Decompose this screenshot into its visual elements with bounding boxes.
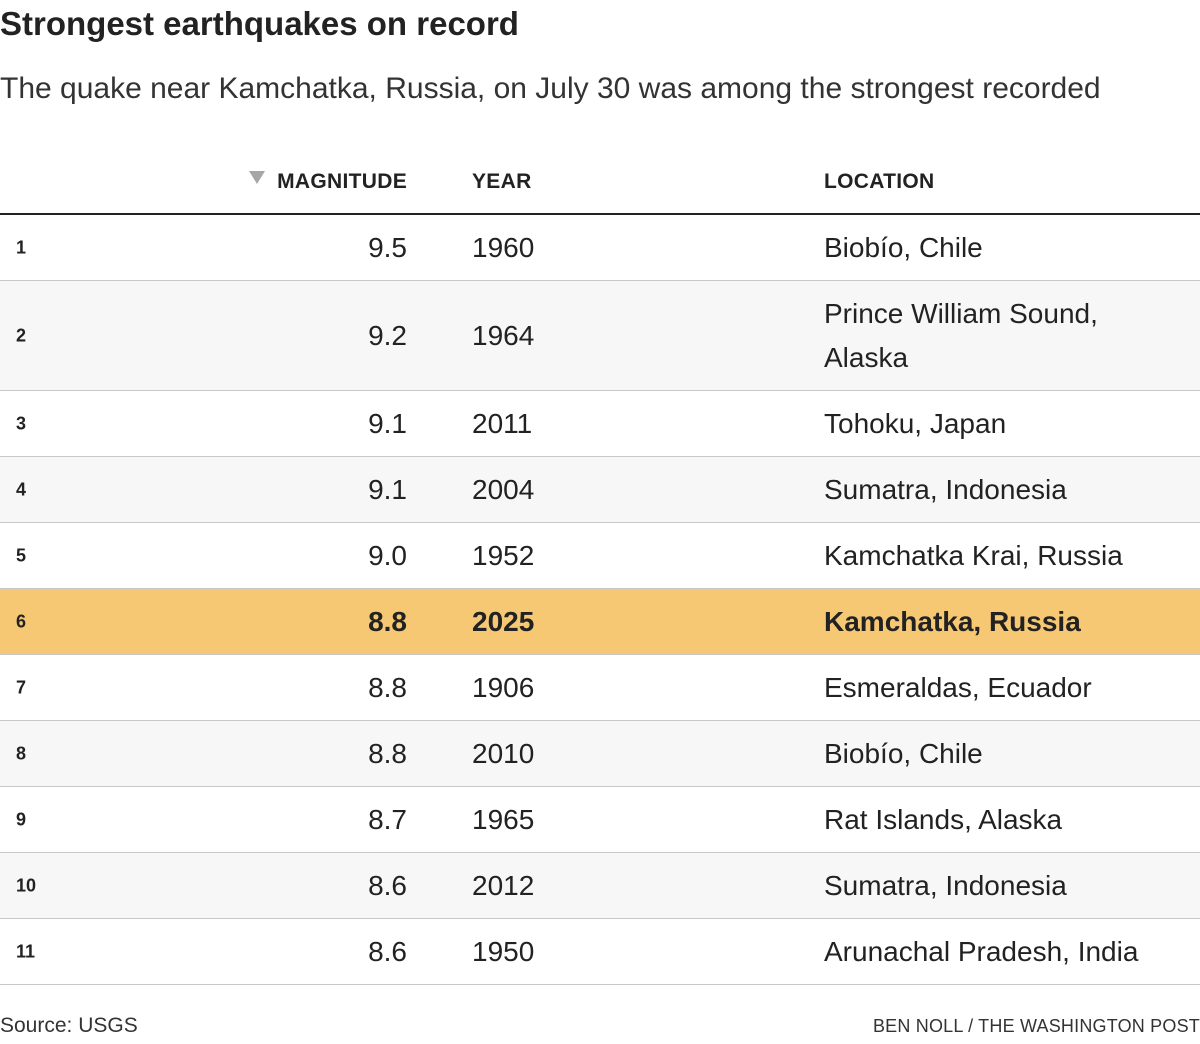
year-cell: 1964 xyxy=(472,319,535,351)
year-cell: 1950 xyxy=(472,935,535,967)
rank-cell: 11 xyxy=(16,941,36,961)
column-header-magnitude[interactable]: MAGNITUDE xyxy=(249,170,407,194)
location-cell: Kamchatka, Russia xyxy=(824,605,1081,637)
table-row: 6 8.8 2025 Kamchatka, Russia xyxy=(0,589,1200,655)
year-cell: 2011 xyxy=(472,407,533,439)
magnitude-header-label: MAGNITUDE xyxy=(277,170,407,193)
magnitude-cell: 8.6 xyxy=(368,869,407,901)
table-body: 1 9.5 1960 Biobío, Chile 2 9.2 1964 Prince Will… xyxy=(0,215,1200,985)
table-row: 9 8.7 1965 Rat Islands, Alaska xyxy=(0,787,1200,853)
location-cell: Biobío, Chile xyxy=(824,231,983,263)
location-cell: Rat Islands, Alaska xyxy=(824,803,1063,835)
credit-line: BEN NOLL / THE WASHINGTON POST xyxy=(872,1016,1200,1036)
location-cell: Kamchatka Krai, Russia xyxy=(824,539,1123,571)
table-row: 8 8.8 2010 Biobío, Chile xyxy=(0,721,1200,787)
magnitude-cell: 8.7 xyxy=(368,803,407,835)
year-cell: 2025 xyxy=(472,605,535,637)
location-cell: Esmeraldas, Ecuador xyxy=(824,671,1092,703)
magnitude-cell: 9.1 xyxy=(368,407,407,439)
year-cell: 2010 xyxy=(472,737,535,769)
table-row: 4 9.1 2004 Sumatra, Indonesia xyxy=(0,457,1200,523)
magnitude-cell: 8.6 xyxy=(368,935,407,967)
table-row: 3 9.1 2011 Tohoku, Japan xyxy=(0,391,1200,457)
year-cell: 1960 xyxy=(472,231,535,263)
rank-cell: 10 xyxy=(16,875,37,895)
rank-cell: 4 xyxy=(16,479,27,499)
year-cell: 1952 xyxy=(472,539,535,571)
sort-descending-icon[interactable] xyxy=(249,171,266,184)
rank-cell: 3 xyxy=(16,413,27,433)
table-row: 1 9.5 1960 Biobío, Chile xyxy=(0,215,1200,281)
table-row: 2 9.2 1964 Prince William Sound, Alaska xyxy=(0,281,1200,391)
year-cell: 1906 xyxy=(472,671,535,703)
rank-cell: 8 xyxy=(16,743,27,763)
rank-cell: 2 xyxy=(16,325,27,345)
table-row: 11 8.6 1950 Arunachal Pradesh, India xyxy=(0,919,1200,985)
location-cell: Arunachal Pradesh, India xyxy=(824,935,1139,967)
table-row: 7 8.8 1906 Esmeraldas, Ecuador xyxy=(0,655,1200,721)
table-row: 10 8.6 2012 Sumatra, Indonesia xyxy=(0,853,1200,919)
table-row: 5 9.0 1952 Kamchatka Krai, Russia xyxy=(0,523,1200,589)
earthquake-table: MAGNITUDE YEAR LOCATION 1 9.5 1960 Biobío, … xyxy=(0,150,1200,985)
chart-subtitle: The quake near Kamchatka, Russia, on Jul… xyxy=(0,72,1101,105)
rank-cell: 5 xyxy=(16,545,27,565)
magnitude-cell: 9.0 xyxy=(368,539,407,571)
year-cell: 2004 xyxy=(472,473,535,505)
location-cell: Prince William Sound, Alaska xyxy=(824,297,1098,373)
year-cell: 1965 xyxy=(472,803,535,835)
magnitude-cell: 8.8 xyxy=(368,605,407,637)
magnitude-cell: 8.8 xyxy=(368,737,407,769)
table-header: MAGNITUDE YEAR LOCATION xyxy=(0,150,1200,215)
chart-title: Strongest earthquakes on record xyxy=(0,5,519,42)
rank-cell: 7 xyxy=(16,677,27,697)
location-cell: Sumatra, Indonesia xyxy=(824,473,1067,505)
rank-cell: 6 xyxy=(16,611,27,631)
magnitude-cell: 9.1 xyxy=(368,473,407,505)
column-header-year[interactable]: YEAR xyxy=(472,170,532,193)
year-cell: 2012 xyxy=(472,869,535,901)
location-cell: Tohoku, Japan xyxy=(824,407,1007,439)
location-cell: Biobío, Chile xyxy=(824,737,983,769)
magnitude-cell: 9.2 xyxy=(368,319,407,351)
rank-cell: 9 xyxy=(16,809,27,829)
column-header-location[interactable]: LOCATION xyxy=(824,170,935,193)
magnitude-cell: 8.8 xyxy=(368,671,407,703)
magnitude-cell: 9.5 xyxy=(368,231,407,263)
rank-cell: 1 xyxy=(16,237,27,257)
location-cell: Sumatra, Indonesia xyxy=(824,869,1067,901)
source-note: Source: USGS xyxy=(0,1014,138,1037)
